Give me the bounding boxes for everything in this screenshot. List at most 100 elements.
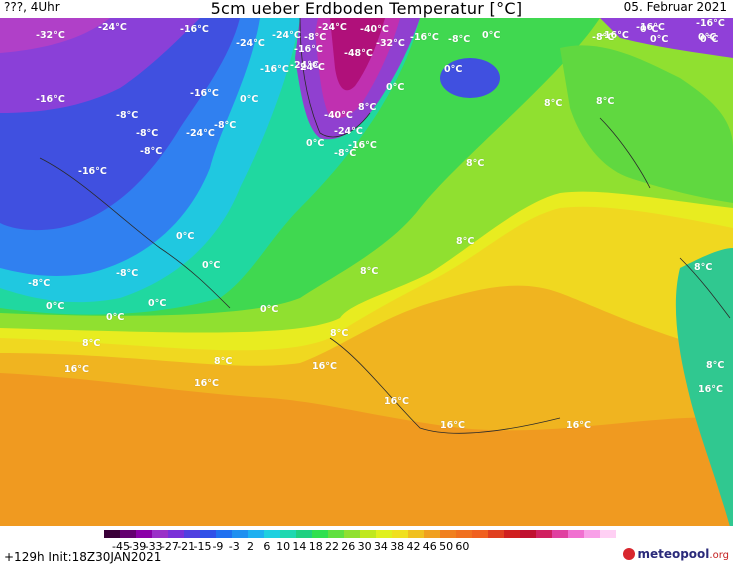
temperature-label: 8°C: [544, 98, 563, 109]
temperature-label: 16°C: [384, 396, 409, 407]
temperature-label: -16°C: [636, 22, 665, 33]
scandinavia-cold: [600, 18, 733, 58]
temperature-label: -24°C: [334, 126, 363, 137]
temperature-label: -24°C: [236, 38, 265, 49]
colorbar-swatch: [552, 530, 568, 538]
temperature-label: 0°C: [240, 94, 259, 105]
colorbar-swatch: [312, 530, 328, 538]
temperature-label: 8°C: [706, 360, 725, 371]
temperature-label: 0°C: [640, 24, 659, 35]
temperature-label: -24°C: [98, 22, 127, 33]
temperature-label: -48°C: [344, 48, 373, 59]
temperature-map: -32°C -24°C -16°C -24°C -24°C -8°C -24°C -16°C -…: [0, 18, 733, 526]
temperature-label: -24°C: [296, 62, 325, 73]
europe-north-land: [560, 45, 733, 204]
colorbar-tick: 42: [406, 540, 421, 553]
temperature-label: -32°C: [36, 30, 65, 41]
colorbar-tick: 6: [263, 540, 271, 553]
colorbar-swatch: [168, 530, 184, 538]
colorbar-tick: -45: [112, 540, 130, 553]
coastlines: [39, 18, 731, 434]
colorbar-swatch: [296, 530, 312, 538]
temperature-label: -8°C: [116, 110, 139, 121]
colorbar-swatch: [280, 530, 296, 538]
temperature-label: 8°C: [694, 262, 713, 273]
colorbar-tick: -21: [177, 540, 196, 553]
temperature-label: -40°C: [324, 110, 353, 121]
temperature-label: -16°C: [348, 140, 377, 151]
temperature-label: -24°C: [290, 60, 319, 71]
colorbar-swatch: [392, 530, 408, 538]
colorbar-swatch: [472, 530, 488, 538]
colorbar-swatch: [488, 530, 504, 538]
temperature-label: 0°C: [176, 231, 195, 242]
temperature-label: -40°C: [360, 24, 389, 35]
iceland-cold: [440, 58, 500, 98]
temperature-label: -8°C: [448, 34, 471, 45]
init-label: +129h Init:18Z30JAN2021: [4, 550, 162, 564]
colorbar-tick: 22: [325, 540, 339, 553]
temperature-label: 16°C: [312, 361, 337, 372]
temperature-label: -8°C: [304, 32, 327, 43]
colorbar-swatch: [264, 530, 280, 538]
colorbar-tick: 2: [247, 540, 255, 553]
temperature-label: 8°C: [466, 158, 485, 169]
colorbar-tick: 46: [422, 540, 437, 553]
temperature-label: 16°C: [440, 420, 465, 431]
colorbar-swatch: [520, 530, 536, 538]
brand[interactable]: meteopool.org: [623, 547, 729, 561]
colorbar-swatch: [136, 530, 152, 538]
temperature-label: -8°C: [116, 268, 139, 279]
temperature-label: 8°C: [596, 96, 615, 107]
temperature-label: 8°C: [358, 102, 377, 113]
temperature-label: -32°C: [376, 38, 405, 49]
temperature-label: -8°C: [214, 120, 237, 131]
colorbar-tick: 38: [390, 540, 405, 553]
temperature-label: 16°C: [194, 378, 219, 389]
temperature-label: -24°C: [318, 22, 347, 33]
colorbar-tick: -39: [128, 540, 147, 553]
temperature-label: 16°C: [698, 384, 723, 395]
colorbar-swatch: [568, 530, 584, 538]
temperature-label: 0°C: [698, 32, 717, 43]
colorbar-swatch: [120, 530, 136, 538]
footer: -45-39-33-27-21-15-9 -3 2 6 10 14 18 22 26 30 34 38…: [0, 526, 733, 566]
colorbar-tick: -9: [212, 540, 224, 553]
iberia-land: [675, 248, 733, 526]
colorbar-swatch: [328, 530, 344, 538]
temperature-label: -8°C: [140, 146, 163, 157]
temperature-label: 0°C: [148, 298, 167, 309]
temperature-label: -16°C: [696, 18, 725, 29]
colorbar-tick: 18: [308, 540, 323, 553]
colorbar-tick: -3: [228, 540, 240, 553]
colorbar-swatch: [584, 530, 600, 538]
temperature-label: 0°C: [46, 301, 65, 312]
temperature-label: 0°C: [482, 30, 501, 41]
colorbar-swatch: [200, 530, 216, 538]
colorbar-swatch: [248, 530, 264, 538]
colorbar-swatch: [184, 530, 200, 538]
colorbar-swatch: [360, 530, 376, 538]
colorbar-swatch: [600, 530, 616, 538]
colorbar-swatch: [456, 530, 472, 538]
temperature-label: -16°C: [600, 30, 629, 41]
colorbar-swatch: [232, 530, 248, 538]
temperature-label: -8°C: [136, 128, 159, 139]
map-canvas: [0, 18, 733, 526]
colorbar-swatch: [440, 530, 456, 538]
colorbar-swatch: [504, 530, 520, 538]
colorbar-swatch: [152, 530, 168, 538]
temperature-label: -16°C: [36, 94, 65, 105]
temperature-label: 16°C: [566, 420, 591, 431]
colorbar-tick: 30: [357, 540, 372, 553]
colorbar-tick: 50: [439, 540, 454, 553]
colorbar-tick: 34: [373, 540, 388, 553]
temperature-label: 0°C: [260, 304, 279, 315]
temperature-label: 8°C: [330, 328, 349, 339]
temperature-label: 8°C: [360, 266, 379, 277]
temperature-label: -8°C: [334, 148, 357, 159]
temperature-label: -24°C: [272, 30, 301, 41]
temperature-label: 8°C: [214, 356, 233, 367]
colorbar-swatch: [536, 530, 552, 538]
forecast-date: 05. Februar 2021: [623, 0, 727, 14]
